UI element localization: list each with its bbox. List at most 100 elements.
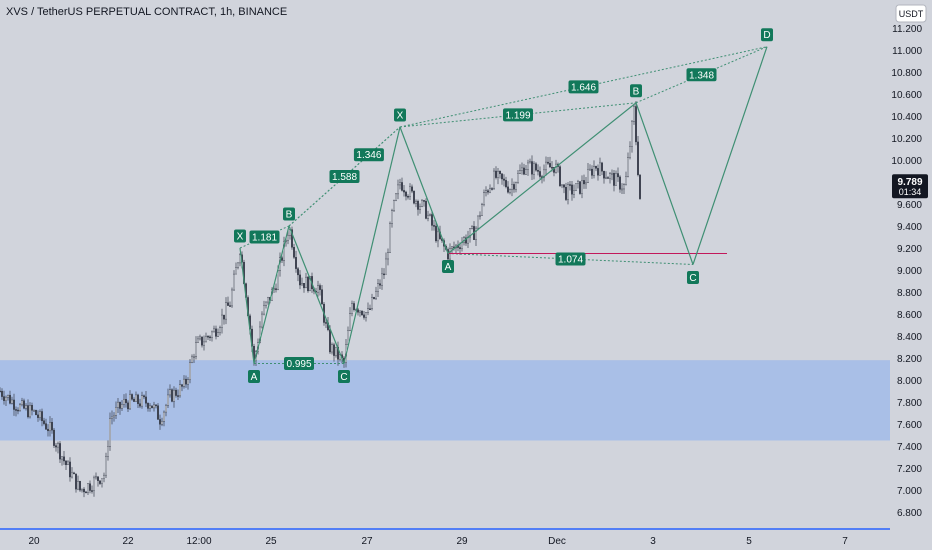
y-tick-label: 8.000 [897,376,922,387]
pattern-point-label[interactable]: A [248,370,260,383]
candle-body [309,276,312,292]
candle-body [319,285,322,290]
candle-body [363,314,366,318]
ratio-label-bg [555,252,586,266]
candle-body [27,405,30,418]
candle-body [503,178,506,181]
pattern-leg [343,126,401,364]
candle-body [158,419,161,425]
x-tick-label: 5 [746,536,752,547]
candle-body [4,397,7,401]
candle-body [433,225,436,227]
x-tick-label: 27 [361,536,373,547]
candle-body [479,215,482,217]
candle-body [329,329,332,353]
pattern-point-label[interactable]: C [338,370,350,383]
candle-body [415,200,418,204]
pattern-point-label[interactable]: A [442,260,454,273]
candle-body [275,288,278,290]
candle-body [505,180,508,188]
candle-body [331,344,334,353]
candle-body [138,403,141,407]
candle-body [383,273,386,276]
candle-body [200,336,203,346]
candle-body [74,473,77,490]
pattern-legs [239,46,768,364]
candle-body [523,167,526,175]
pattern-point-label[interactable]: X [394,108,406,122]
ratio-label[interactable]: 1.181 [249,230,280,244]
candle-body [623,184,626,190]
candle-body [569,184,572,186]
price-axis[interactable] [890,0,932,550]
candle-body [491,188,494,190]
candle-body [49,422,52,432]
candle-body [76,481,79,490]
ratio-label[interactable]: 1.199 [503,108,533,122]
x-tick-label: 20 [28,536,40,547]
pattern-point-text: B [286,210,293,221]
ratio-label[interactable]: 1.646 [568,80,599,94]
candle-body [483,192,486,205]
candle-body [140,395,143,407]
candle-body [96,476,99,481]
candle-body [6,394,9,398]
x-axis-ticks: 20 22 12:00 25 27 29 Dec 3 5 7 [28,536,848,547]
candle-body [148,405,151,409]
candle-body [621,188,624,191]
candle-body [114,407,117,416]
candle-body [367,308,370,313]
ratio-label[interactable]: 1.346 [353,148,384,162]
candle-body [567,184,570,200]
candle-body [88,483,91,491]
candle-body [499,170,502,174]
candle-body [401,182,404,191]
pattern-point-label[interactable]: B [630,84,642,98]
candle-body [122,399,125,405]
candle-body [224,302,227,320]
candle-body [397,184,400,195]
candle-body [409,186,412,197]
pattern-point-label[interactable]: D [761,28,773,42]
candle-body [33,410,36,412]
ratio-label[interactable]: 1.074 [555,252,586,266]
x-tick-label: 29 [456,536,468,547]
y-tick-label: 9.400 [897,222,922,233]
pattern-point-label[interactable]: C [687,271,699,284]
candle-body [150,405,153,409]
candle-body [631,121,634,147]
candle-body [98,480,101,484]
candle-body [232,273,235,291]
ratio-label[interactable]: 1.348 [686,68,717,82]
candle-body [72,472,75,475]
candle-body [17,409,20,412]
candle-body [493,170,496,189]
candle-body [517,173,520,183]
candle-body [435,225,438,242]
candle-body [43,420,46,424]
currency-button[interactable]: USDT [895,4,927,23]
ratio-label[interactable]: 1.588 [329,170,360,183]
ratio-label-text: 0.995 [286,359,311,370]
pattern-point-label[interactable]: X [234,229,246,243]
candle-body [583,180,586,185]
pattern-leg [447,102,637,254]
candle-body [208,336,211,339]
candle-body [391,210,394,224]
candle-body [577,181,580,184]
candle-body [90,490,93,492]
candle-body [561,184,564,187]
candle-body [419,206,422,210]
y-tick-label: 11.200 [892,24,922,35]
candle-body [525,169,528,175]
ratio-label[interactable]: 0.995 [284,357,314,370]
candle-body [351,303,354,314]
time-axis[interactable] [0,529,890,550]
pattern-point-label[interactable]: B [283,207,295,221]
candle-body [531,161,534,175]
candle-body [156,405,159,420]
candle-body [381,273,384,286]
candle-countdown: 01:34 [899,187,922,197]
